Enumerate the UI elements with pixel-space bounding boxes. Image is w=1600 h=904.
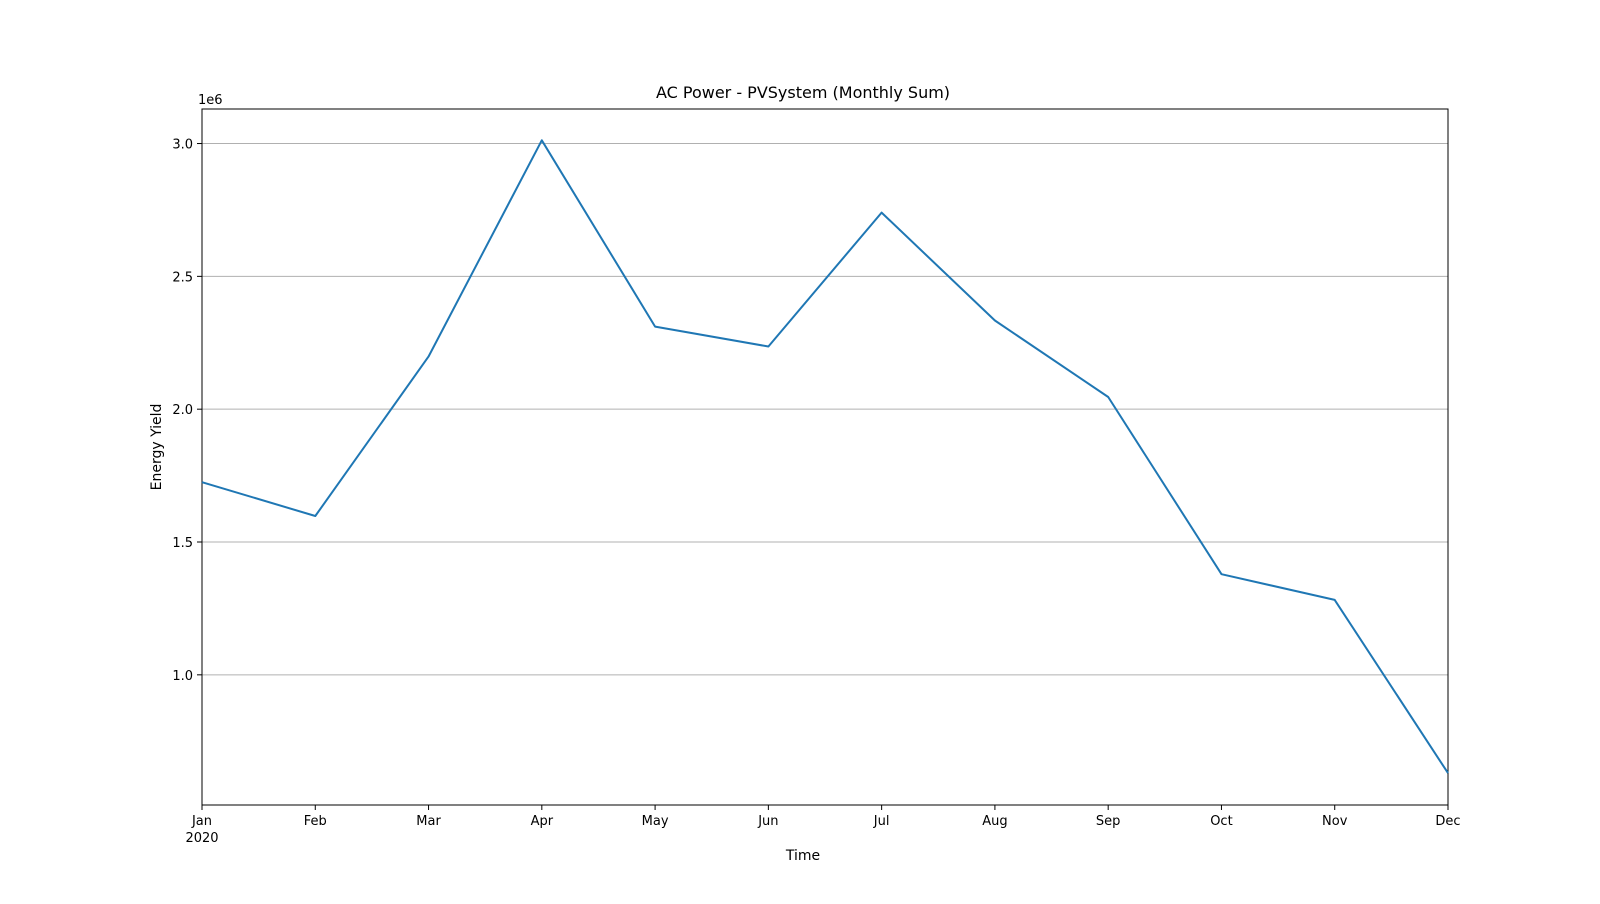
y-gridlines: [202, 143, 1448, 676]
x-tick-label: Mar: [416, 814, 441, 829]
x-tick-label: Nov: [1322, 814, 1348, 829]
y-axis: 1.0 1.5 2.0 2.5 3.0: [172, 138, 202, 684]
plot-area-frame: [201, 108, 1449, 806]
x-tick-label: Sep: [1096, 814, 1121, 829]
y-tick-label: 1.0: [172, 669, 193, 684]
x-tick-label: Oct: [1210, 814, 1232, 829]
x-axis-label: Time: [785, 848, 820, 864]
series-line: [201, 139, 1449, 774]
y-tick-label: 1.5: [172, 536, 193, 551]
y-tick-label: 3.0: [172, 138, 193, 153]
x-tick-label: Jun: [757, 814, 778, 829]
chart-title: AC Power - PVSystem (Monthly Sum): [656, 83, 950, 102]
y-tick-label: 2.5: [172, 270, 193, 285]
y-axis-label: Energy Yield: [149, 404, 165, 491]
y-tick-label: 2.0: [172, 403, 193, 418]
x-tick-label: Dec: [1435, 814, 1460, 829]
x-tick-label: Apr: [531, 814, 554, 829]
x-tick-label: Feb: [304, 814, 327, 829]
x-year-label: 2020: [185, 831, 218, 846]
y-axis-scale-label: 1e6: [198, 93, 223, 108]
x-tick-label: May: [642, 814, 669, 829]
x-tick-label: Jul: [873, 814, 890, 829]
series-layer: [201, 139, 1449, 774]
x-tick-label: Aug: [982, 814, 1007, 829]
x-tick-label: Jan: [191, 814, 212, 829]
x-axis: Jan Feb Mar Apr May Jun Jul Aug Sep Oct Nov Dec 2020: [185, 805, 1461, 846]
